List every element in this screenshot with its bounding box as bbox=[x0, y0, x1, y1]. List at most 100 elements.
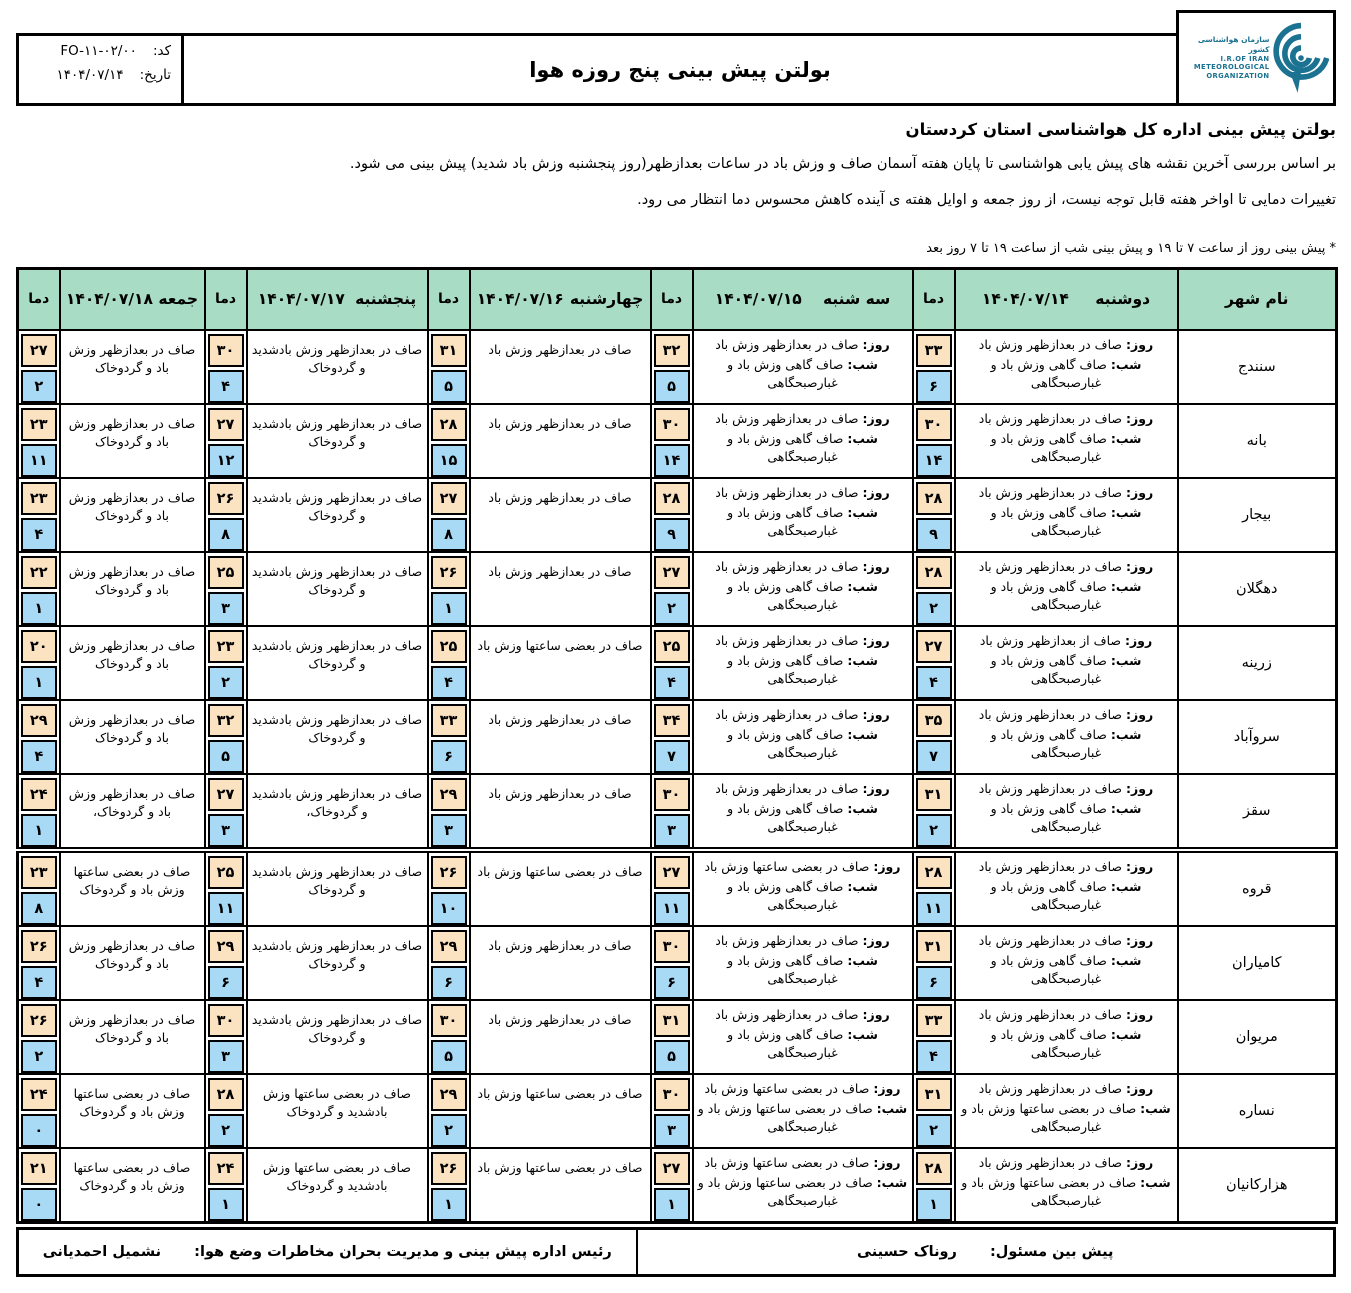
date-label: ۱۴۰۴/۰۷/۱۸ bbox=[65, 290, 153, 309]
min-temp-value: ۱۱ bbox=[207, 892, 244, 926]
max-temp-value: ۲۷ bbox=[653, 856, 690, 890]
day-forecast-text: روز: صاف در بعدازظهر وزش باد bbox=[978, 410, 1154, 426]
max-temp-value: ۲۸ bbox=[207, 1078, 244, 1112]
min-temp-value: ۰ bbox=[21, 1114, 57, 1148]
page-title-text: بولتن پیش بینی پنج روزه هوا bbox=[529, 57, 831, 82]
org-logo-text: سازمان هواشناسی کشور I.R.OF IRAN METEORO… bbox=[1184, 35, 1270, 81]
min-temp-value: ۹ bbox=[915, 518, 952, 552]
city-forecast-row: سقز روز: صاف در بعدازظهر وزش باد شب: صاف گ… bbox=[16, 773, 1338, 852]
forecast-text-cell: صاف در بعدازظهر وزش باد و گردوخاک bbox=[58, 625, 206, 702]
temps-cell: ۳۱ ۵ bbox=[426, 329, 471, 406]
night-forecast-text: شب: صاف گاهی وزش باد و غبارصبحگاهی bbox=[727, 801, 878, 835]
max-temp-value: ۲۷ bbox=[21, 334, 57, 368]
min-temp-value: ۱۰ bbox=[430, 892, 467, 926]
day-forecast-text: روز: صاف در بعضی ساعتها وزش باد bbox=[704, 1080, 901, 1096]
temps-cell: ۲۳ ۸ bbox=[16, 847, 61, 928]
min-temp-value: ۴ bbox=[21, 740, 57, 774]
forecast-text-cell: روز: صاف در بعدازظهر وزش باد شب: صاف گاهی… bbox=[953, 999, 1179, 1076]
forecast-text-cell: روز: صاف از بعدازظهر وزش باد شب: صاف گاهی… bbox=[953, 625, 1179, 702]
signature-row: پیش بین مسئول: روناک حسینی رئیس اداره پی… bbox=[16, 1227, 1336, 1277]
forecast-text: صاف در بعدازظهر وزش باد bbox=[488, 1012, 632, 1028]
max-temp-value: ۲۹ bbox=[430, 930, 467, 964]
forecast-text-cell: صاف در بعدازظهر وزش باد و گردوخاک bbox=[58, 699, 206, 776]
max-temp-value: ۳۱ bbox=[915, 1078, 952, 1112]
temps-cell: ۲۹ ۲ bbox=[426, 1073, 471, 1150]
forecast-text-cell: صاف در بعدازظهر وزش بادشدید و گردوخاک bbox=[245, 403, 429, 480]
city-name: کامیاران bbox=[1176, 925, 1338, 1002]
forecast-text: صاف در بعدازظهر وزش باد bbox=[488, 938, 632, 954]
night-forecast-text: شب: صاف گاهی وزش باد و غبارصبحگاهی bbox=[990, 505, 1142, 539]
min-temp-value: ۳ bbox=[430, 814, 467, 848]
forecast-text: صاف در بعدازظهر وزش باد و گردوخاک bbox=[68, 342, 196, 376]
day-forecast-text: روز: صاف در بعضی ساعتها وزش باد bbox=[704, 1154, 901, 1170]
max-temp-value: ۲۶ bbox=[21, 1004, 57, 1038]
temps-cell: ۳۰ ۱۴ bbox=[911, 403, 956, 480]
forecast-text-cell: صاف در بعدازظهر وزش بادشدید و گردوخاک bbox=[245, 625, 429, 702]
night-forecast-text: شب: صاف در بعضی ساعتها وزش باد و غبارصبح… bbox=[697, 1175, 908, 1209]
day-forecast-text: روز: صاف در بعدازظهر وزش باد bbox=[715, 780, 890, 796]
min-temp-value: ۹ bbox=[653, 518, 690, 552]
forecast-text: صاف در بعدازظهر وزش بادشدید و گردوخاک bbox=[251, 938, 423, 972]
max-temp-value: ۲۸ bbox=[430, 408, 467, 442]
max-temp-value: ۲۰ bbox=[21, 630, 57, 664]
forecast-text-cell: روز: صاف در بعدازظهر وزش باد شب: صاف گاهی… bbox=[691, 699, 914, 776]
max-temp-value: ۳۳ bbox=[430, 704, 467, 738]
city-forecast-row: بانه روز: صاف در بعدازظهر وزش باد شب: صاف … bbox=[16, 403, 1338, 480]
weekday-label: جمعه bbox=[158, 290, 199, 309]
forecast-text-cell: صاف در بعضی ساعتها وزش باد و گردوخاک bbox=[58, 1147, 206, 1224]
temps-cell: ۳۴ ۷ bbox=[649, 699, 694, 776]
min-temp-value: ۳ bbox=[207, 1040, 244, 1074]
min-temp-value: ۶ bbox=[653, 966, 690, 1000]
city-column-header: نام شهر bbox=[1176, 267, 1338, 332]
temps-cell: ۲۹ ۴ bbox=[16, 699, 61, 776]
min-temp-value: ۲ bbox=[21, 1040, 57, 1074]
max-temp-value: ۲۴ bbox=[21, 778, 57, 812]
forecast-text: صاف در بعدازظهر وزش بادشدید و گردوخاک bbox=[251, 1012, 423, 1046]
date-label: ۱۴۰۴/۰۷/۱۵ bbox=[714, 290, 802, 309]
forecast-text-cell: صاف در بعدازظهر وزش باد bbox=[468, 551, 652, 628]
min-temp-value: ۲ bbox=[207, 666, 244, 700]
weekday-label: سه شنبه bbox=[822, 290, 891, 309]
day-forecast-text: روز: صاف از بعدازظهر وزش باد bbox=[979, 632, 1153, 648]
night-forecast-text: شب: صاف گاهی وزش باد و غبارصبحگاهی bbox=[990, 653, 1142, 687]
min-temp-value: ۲ bbox=[430, 1114, 467, 1148]
signature-footer: پیش بین مسئول: روناک حسینی رئیس اداره پی… bbox=[16, 1227, 1336, 1278]
forecast-text: صاف در بعضی ساعتها وزش باد bbox=[477, 864, 643, 880]
city-name: قروه bbox=[1176, 847, 1338, 928]
forecast-text: صاف در بعدازظهر وزش باد و گردوخاک، bbox=[68, 786, 196, 820]
day-forecast-text: روز: صاف در بعدازظهر وزش باد bbox=[978, 932, 1154, 948]
city-forecast-row: سروآباد روز: صاف در بعدازظهر وزش باد شب: ص… bbox=[16, 699, 1338, 776]
temps-cell: ۲۶ ۱ bbox=[426, 551, 471, 628]
weekday-label: پنجشنبه bbox=[355, 290, 417, 309]
max-temp-value: ۲۵ bbox=[207, 856, 244, 890]
forecast-text-cell: صاف در بعدازظهر وزش باد bbox=[468, 403, 652, 480]
day-column-header: پنجشنبه ۱۴۰۴/۰۷/۱۷ bbox=[245, 267, 429, 332]
day-forecast-text: روز: صاف در بعدازظهر وزش باد bbox=[715, 336, 890, 352]
temps-cell: ۳۵ ۷ bbox=[911, 699, 956, 776]
temps-cell: ۲۳ ۱۱ bbox=[16, 403, 61, 480]
night-forecast-text: شب: صاف در بعضی ساعتها وزش باد و غبارصبح… bbox=[697, 1101, 908, 1135]
forecast-text-cell: صاف در بعدازظهر وزش باد bbox=[468, 925, 652, 1002]
forecast-text: صاف در بعدازظهر وزش بادشدید و گردوخاک bbox=[251, 490, 423, 524]
max-temp-value: ۲۸ bbox=[915, 856, 952, 890]
min-temp-value: ۶ bbox=[430, 740, 467, 774]
night-forecast-text: شب: صاف گاهی وزش باد و غبارصبحگاهی bbox=[990, 431, 1142, 465]
temps-cell: ۲۴ ۱ bbox=[16, 773, 61, 852]
forecaster-label: پیش بین مسئول: bbox=[989, 1244, 1114, 1261]
city-forecast-row: قروه روز: صاف در بعدازظهر وزش باد شب: صاف … bbox=[16, 847, 1338, 928]
max-temp-value: ۲۳ bbox=[207, 630, 244, 664]
forecast-text-cell: صاف در بعضی ساعتها وزش بادشدید و گردوخاک bbox=[245, 1147, 429, 1224]
city-name: بیجار bbox=[1176, 477, 1338, 554]
temps-cell: ۳۰ ۳ bbox=[649, 773, 694, 852]
temps-cell: ۲۱ ۰ bbox=[16, 1147, 61, 1224]
max-temp-value: ۲۳ bbox=[21, 482, 57, 516]
temps-cell: ۲۵ ۳ bbox=[203, 551, 248, 628]
night-forecast-text: شب: صاف گاهی وزش باد و غبارصبحگاهی bbox=[727, 879, 878, 913]
forecast-text: صاف در بعدازظهر وزش باد و گردوخاک bbox=[68, 490, 196, 524]
forecast-text-cell: روز: صاف در بعضی ساعتها وزش باد شب: صاف د… bbox=[691, 1073, 914, 1150]
forecast-text-cell: روز: صاف در بعدازظهر وزش باد شب: صاف گاهی… bbox=[953, 329, 1179, 406]
city-name: دهگلان bbox=[1176, 551, 1338, 628]
forecast-text-cell: صاف در بعدازظهر وزش بادشدید و گردوخاک، bbox=[245, 773, 429, 852]
temps-cell: ۲۹ ۳ bbox=[426, 773, 471, 852]
min-temp-value: ۱ bbox=[207, 1188, 244, 1222]
